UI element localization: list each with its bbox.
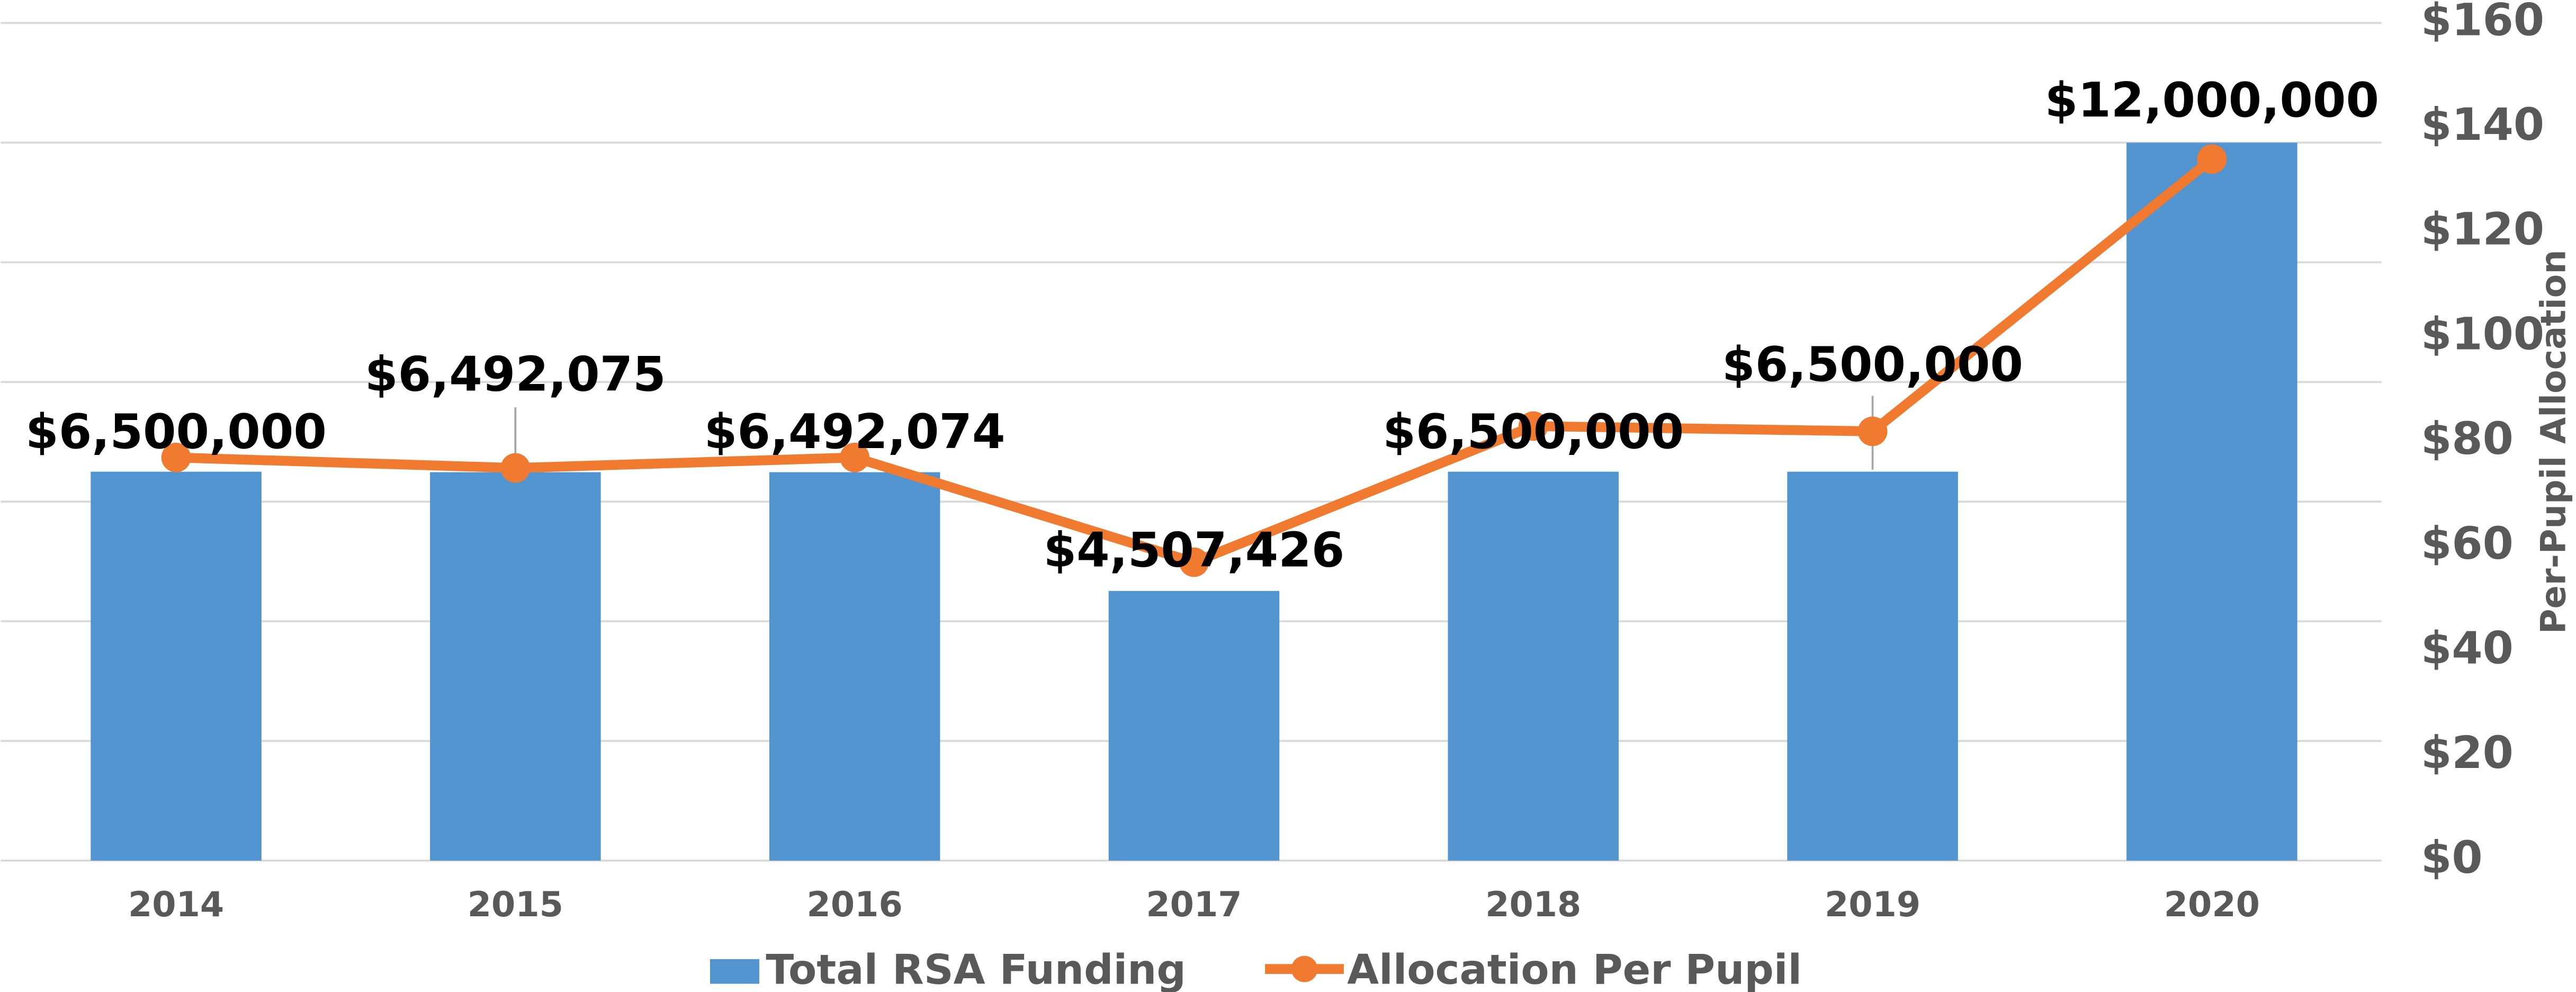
data-label: $6,500,000 <box>1383 405 1684 460</box>
line-point <box>1857 416 1888 446</box>
legend-label: Total RSA Funding <box>766 946 1186 992</box>
data-label: $12,000,000 <box>2045 73 2379 128</box>
y2-tick-label: $20 <box>2421 727 2514 779</box>
line-point <box>2197 144 2227 174</box>
x-tick-label: 2020 <box>2164 885 2260 925</box>
y2-tick-label: $40 <box>2421 622 2514 674</box>
y2-tick-label: $160 <box>2421 0 2544 46</box>
y2-axis-label: Per-Pupil Allocation <box>2534 249 2574 634</box>
bar <box>1448 471 1619 861</box>
legend-label: Allocation Per Pupil <box>1347 946 1802 992</box>
x-tick-label: 2015 <box>468 885 563 925</box>
bar <box>91 471 262 861</box>
data-label: $6,492,075 <box>365 347 666 403</box>
line-point <box>1518 411 1548 441</box>
y2-tick-label: $80 <box>2421 413 2514 464</box>
line-point <box>161 442 191 472</box>
bar <box>430 472 601 861</box>
line-point <box>500 453 531 483</box>
y2-tick-label: $140 <box>2421 99 2544 150</box>
y2-tick-label: $100 <box>2421 308 2544 360</box>
legend-swatch <box>710 959 759 984</box>
bar <box>2126 142 2297 861</box>
line-point <box>1179 547 1209 577</box>
data-label: $6,500,000 <box>25 405 327 460</box>
x-tick-label: 2016 <box>807 885 903 925</box>
y2-tick-label: $0 <box>2421 832 2483 883</box>
y2-tick-label: $60 <box>2421 517 2514 569</box>
data-label: $6,492,074 <box>704 405 1006 460</box>
line-point <box>840 442 870 472</box>
legend-swatch-point <box>1291 955 1318 982</box>
bar <box>1108 591 1280 861</box>
data-label: $6,500,000 <box>1722 337 2023 392</box>
bar <box>1787 471 1958 861</box>
data-label: $4,507,426 <box>1044 523 1345 578</box>
x-tick-label: 2017 <box>1146 885 1242 925</box>
x-tick-label: 2019 <box>1825 885 1920 925</box>
y2-tick-label: $120 <box>2421 203 2544 255</box>
x-tick-label: 2014 <box>128 885 224 925</box>
x-tick-label: 2018 <box>1485 885 1581 925</box>
bar <box>769 472 940 861</box>
